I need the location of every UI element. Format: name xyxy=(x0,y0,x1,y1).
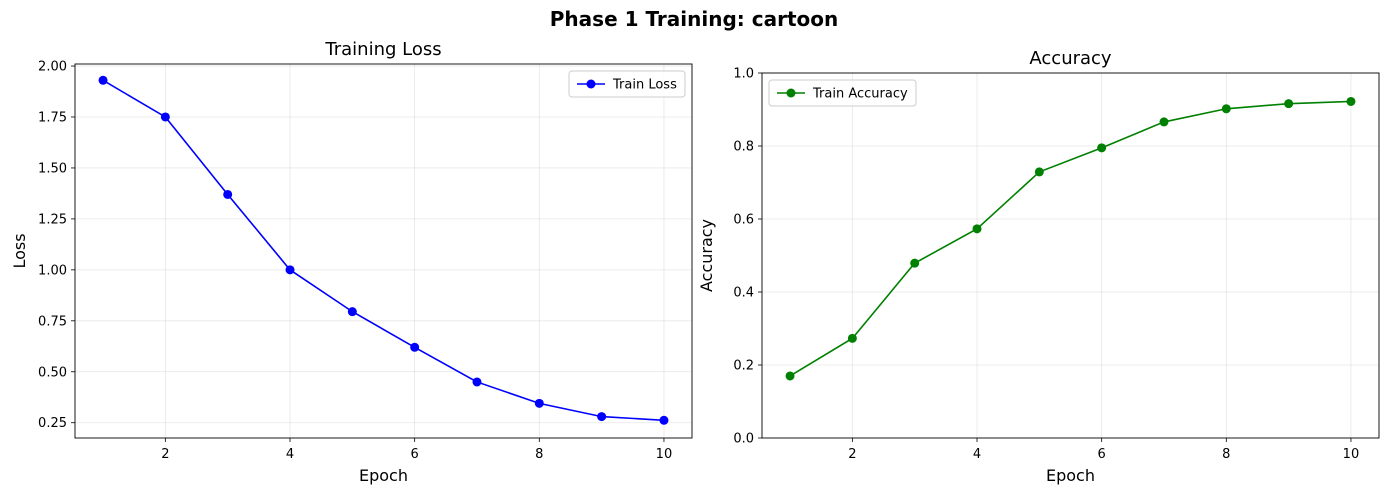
y-tick-label: 0.0 xyxy=(733,432,754,447)
data-point xyxy=(910,258,920,268)
legend-box xyxy=(568,70,686,98)
accuracy-chart: Accuracy 2 4 6 8 10 0.0 0.2 0.4 0.6 0.8 1.0 Epoch Acc… xyxy=(697,48,1380,485)
series-train-loss xyxy=(98,75,669,425)
chart-title: Accuracy xyxy=(1029,48,1112,69)
x-axis-label: Epoch xyxy=(359,466,408,485)
y-tick-label: 0.4 xyxy=(733,286,754,301)
data-point xyxy=(597,412,607,422)
y-tick-label: 0.2 xyxy=(733,359,754,374)
x-tick-label: 8 xyxy=(1222,447,1230,462)
y-tick-label: 0.6 xyxy=(733,213,754,228)
loss-chart: Training Loss 2 4 6 8 10 0.25 0.50 0.75 1.00 1.25 1… xyxy=(10,39,693,485)
grid-lines xyxy=(75,64,692,438)
legend: Train Accuracy xyxy=(768,79,917,107)
data-point xyxy=(1221,104,1231,114)
plot-frame xyxy=(74,63,693,439)
x-tick-label: 10 xyxy=(1343,447,1360,462)
data-point xyxy=(1034,167,1044,177)
chart-title: Training Loss xyxy=(324,39,441,60)
data-point xyxy=(347,307,357,317)
y-tick-label: 1.75 xyxy=(38,110,67,125)
legend-marker-swatch xyxy=(786,88,796,98)
data-point xyxy=(1097,143,1107,153)
data-point xyxy=(1284,99,1294,109)
legend-box xyxy=(768,79,917,107)
y-tick-label: 0.25 xyxy=(38,416,67,431)
data-point xyxy=(785,371,795,381)
data-point xyxy=(1159,117,1169,127)
data-point xyxy=(534,398,544,408)
y-tick-label: 0.8 xyxy=(733,140,754,155)
figure-suptitle: Phase 1 Training: cartoon xyxy=(550,7,838,31)
y-tick-label: 1.25 xyxy=(38,212,67,227)
x-tick-label: 2 xyxy=(848,447,856,462)
y-axis-label: Loss xyxy=(10,233,29,268)
y-tick-label: 1.0 xyxy=(733,67,754,82)
x-tick-label: 8 xyxy=(535,447,543,462)
legend-marker-swatch xyxy=(586,79,596,89)
series-line xyxy=(102,79,664,422)
legend-label: Train Loss xyxy=(612,78,677,93)
plot-frame xyxy=(761,72,1380,439)
data-point xyxy=(98,75,108,85)
data-point xyxy=(410,342,420,352)
series-line xyxy=(789,100,1351,377)
y-tick-label: 1.50 xyxy=(38,161,67,176)
grid-lines xyxy=(762,72,1379,439)
legend-label: Train Accuracy xyxy=(812,87,908,102)
y-tick-label: 2.00 xyxy=(38,60,67,75)
data-point xyxy=(285,265,295,275)
x-tick-label: 6 xyxy=(1098,447,1106,462)
legend: Train Loss xyxy=(568,70,686,98)
series-train-accuracy xyxy=(785,96,1356,381)
y-tick-label: 1.00 xyxy=(38,263,67,278)
x-tick-label: 6 xyxy=(411,447,419,462)
x-tick-label: 4 xyxy=(973,447,981,462)
x-tick-label: 2 xyxy=(161,447,169,462)
data-point xyxy=(160,112,170,122)
x-tick-label: 10 xyxy=(656,447,673,462)
data-point xyxy=(472,377,482,387)
y-tick-label: 0.50 xyxy=(38,365,67,380)
y-tick-label: 0.75 xyxy=(38,314,67,329)
data-point xyxy=(659,415,669,425)
data-point xyxy=(847,333,857,343)
data-point xyxy=(223,189,233,199)
data-point xyxy=(1346,96,1356,106)
y-axis-label: Accuracy xyxy=(697,219,716,292)
x-axis-label: Epoch xyxy=(1046,466,1095,485)
x-tick-label: 4 xyxy=(286,447,294,462)
data-point xyxy=(972,224,982,234)
